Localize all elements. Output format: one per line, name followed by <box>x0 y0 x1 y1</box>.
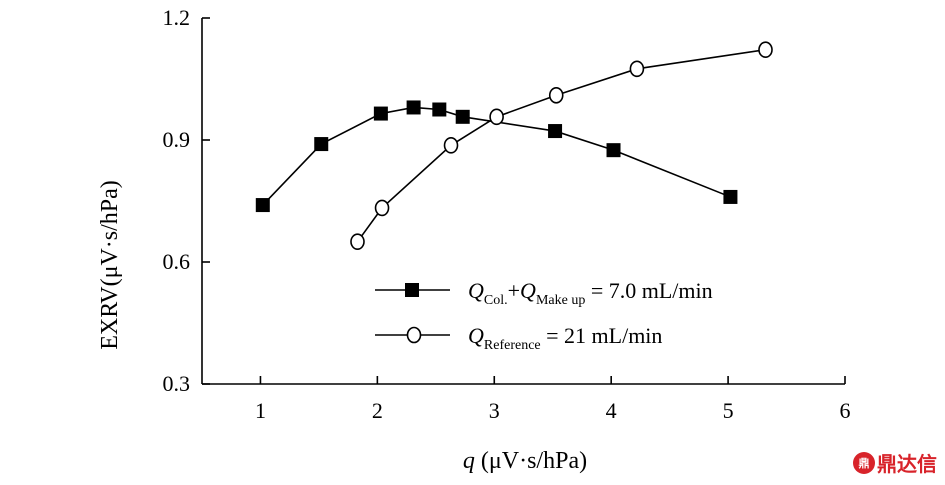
watermark-text: 鼎达信 <box>877 452 937 476</box>
data-point-square <box>548 124 563 139</box>
x-tick-label: 1 <box>255 398 266 423</box>
x-tick-label: 5 <box>723 398 734 423</box>
data-point-square <box>314 137 329 152</box>
data-point-circle <box>489 108 504 126</box>
data-point-circle <box>443 136 459 154</box>
y-axis-label: EXRV(μV·s/hPa) <box>97 180 123 350</box>
data-point-square <box>255 198 270 213</box>
data-point-circle <box>350 233 365 250</box>
data-point-circle <box>629 60 645 78</box>
legend-label-2: QReference = 21 mL/min <box>468 323 662 353</box>
data-point-circle <box>758 41 773 59</box>
legend: QCol.+QMake up = 7.0 mL/min QReference =… <box>375 278 713 353</box>
x-axis-ticks: 1 2 3 4 5 6 <box>255 376 851 423</box>
x-tick-label: 2 <box>372 398 383 423</box>
y-tick-label: 1.2 <box>163 5 191 30</box>
legend-label-1: QCol.+QMake up = 7.0 mL/min <box>468 278 713 308</box>
data-point-square <box>432 102 447 117</box>
data-point-circle <box>374 199 390 217</box>
x-tick-label: 3 <box>489 398 500 423</box>
data-point-square <box>406 100 421 115</box>
y-tick-label: 0.9 <box>163 127 191 152</box>
x-tick-label: 6 <box>840 398 851 423</box>
series-line <box>356 48 766 243</box>
x-tick-label: 4 <box>606 398 617 423</box>
y-tick-label: 0.6 <box>163 249 191 274</box>
series-layer <box>255 41 773 250</box>
axes <box>201 18 845 385</box>
y-tick-label: 0.3 <box>163 371 191 396</box>
data-point-square <box>723 189 738 204</box>
legend-marker-open-circle <box>406 326 422 344</box>
y-axis-ticks: 0.3 0.6 0.9 1.2 <box>163 5 210 396</box>
data-point-square <box>455 109 470 124</box>
watermark-logo-icon: 鼎 <box>853 451 875 474</box>
data-point-square <box>373 106 388 121</box>
data-point-square <box>606 143 621 158</box>
data-point-circle <box>548 86 564 104</box>
legend-item-series-2: QReference = 21 mL/min <box>375 323 662 353</box>
series-2 <box>350 41 773 250</box>
series-1 <box>255 100 738 213</box>
watermark: 鼎 鼎达信 <box>853 448 937 477</box>
legend-marker-filled-square <box>405 283 419 297</box>
x-axis-label: q (μV·s/hPa) <box>463 448 587 474</box>
legend-item-series-1: QCol.+QMake up = 7.0 mL/min <box>375 278 713 308</box>
